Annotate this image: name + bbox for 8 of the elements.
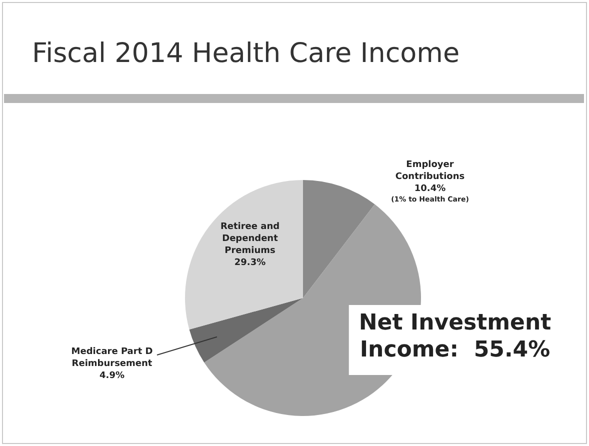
data-label: 4.9% (100, 370, 124, 381)
slice-label: Net Investment Income: 55.4% (358, 310, 552, 363)
slice-label: Retiree and Dependent Premiums (220, 222, 280, 256)
data-label: 10.4% (414, 184, 446, 194)
chart-title: Fiscal 2014 Health Care Income (32, 38, 460, 69)
slice-label: Medicare Part D Reimbursement (71, 346, 153, 369)
slice-label: Employer Contributions (395, 160, 465, 182)
data-label: 29.3% (234, 258, 266, 268)
